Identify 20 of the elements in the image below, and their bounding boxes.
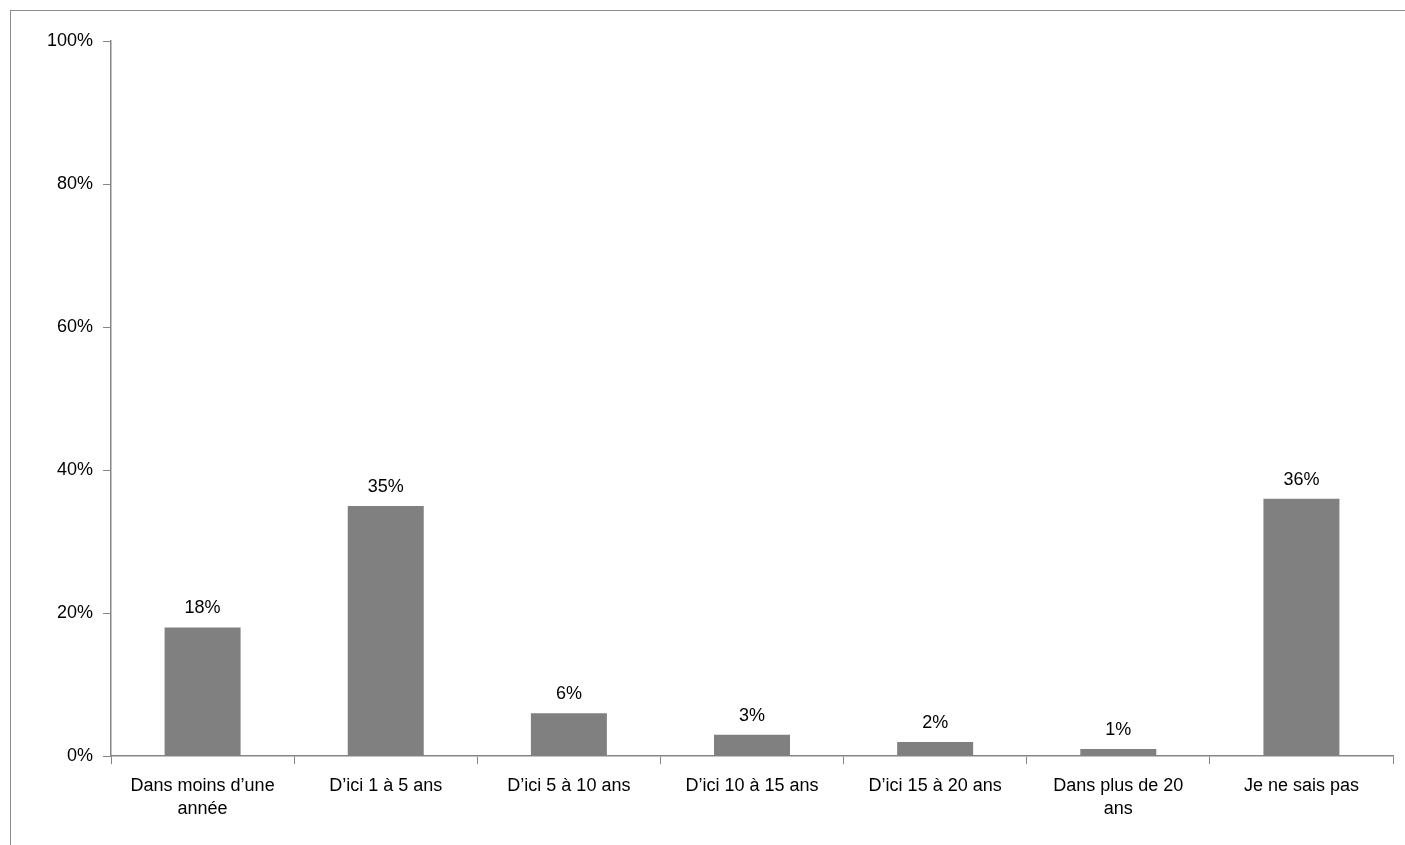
x-tick-label: D’ici 15 à 20 ans (868, 774, 1002, 795)
x-tick-label: Je ne sais pas (1243, 774, 1359, 795)
x-tick-label: D’ici 10 à 15 ans (685, 774, 819, 795)
data-label: 6% (555, 683, 582, 704)
data-label: 35% (367, 475, 404, 496)
y-tick-label: 0% (67, 745, 94, 766)
data-label: 3% (739, 704, 766, 725)
y-tick-label: 40% (57, 459, 94, 480)
y-tick-label: 80% (57, 173, 94, 194)
data-label: 1% (1105, 719, 1132, 740)
x-tick-label: Dans plus de 20 ans (1053, 774, 1184, 819)
y-tick-label: 60% (57, 316, 94, 337)
y-tick-label: 20% (57, 602, 94, 623)
x-tick-label: D’ici 1 à 5 ans (329, 774, 443, 795)
data-label: 2% (922, 711, 949, 732)
data-label: 18% (184, 597, 221, 618)
x-tick-label: D’ici 5 à 10 ans (507, 774, 631, 795)
x-tick-label: Dans moins d’une année (130, 774, 275, 819)
y-tick-label: 100% (46, 29, 94, 50)
data-label: 36% (1283, 468, 1320, 489)
